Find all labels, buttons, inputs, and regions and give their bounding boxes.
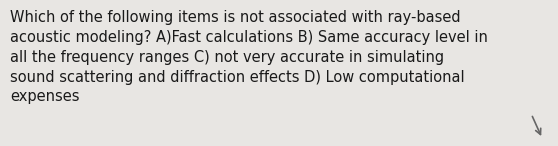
Text: Which of the following items is not associated with ray-based
acoustic modeling?: Which of the following items is not asso… — [10, 10, 488, 104]
